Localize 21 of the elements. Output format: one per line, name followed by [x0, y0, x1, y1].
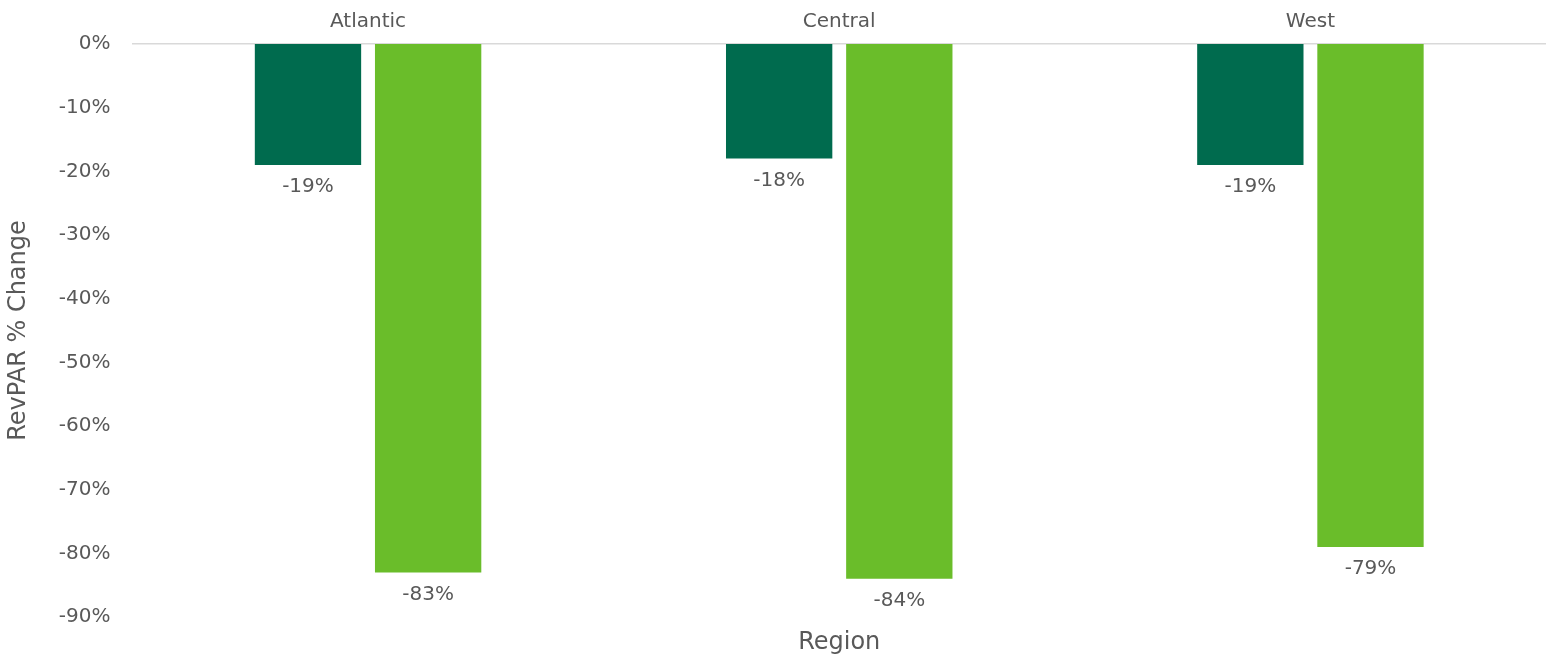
y-tick-label: -90%	[58, 603, 111, 628]
x-tick-label: West	[1285, 8, 1336, 33]
data-label: -19%	[1224, 173, 1277, 198]
data-label: -79%	[1344, 555, 1397, 580]
x-axis-title: Region	[798, 627, 881, 656]
data-label: -83%	[402, 580, 454, 605]
data-label: -84%	[873, 587, 926, 611]
y-tick-label: -10%	[58, 93, 111, 118]
y-tick-label: -60%	[58, 412, 111, 437]
y-tick-label: -70%	[58, 475, 111, 500]
data-label: -18%	[753, 166, 805, 191]
y-axis-title: RevPAR % Change	[2, 220, 31, 441]
x-tick-label: Central	[802, 8, 876, 33]
y-tick-label: -20%	[58, 157, 111, 182]
x-tick-label: Atlantic	[330, 8, 407, 33]
y-tick-label: -50%	[58, 348, 111, 373]
y-tick-label: -40%	[58, 284, 111, 309]
data-label: -19%	[282, 173, 334, 198]
y-tick-label: 0%	[78, 30, 111, 55]
y-tick-label: -30%	[58, 221, 111, 246]
y-tick-label: -80%	[58, 539, 111, 564]
